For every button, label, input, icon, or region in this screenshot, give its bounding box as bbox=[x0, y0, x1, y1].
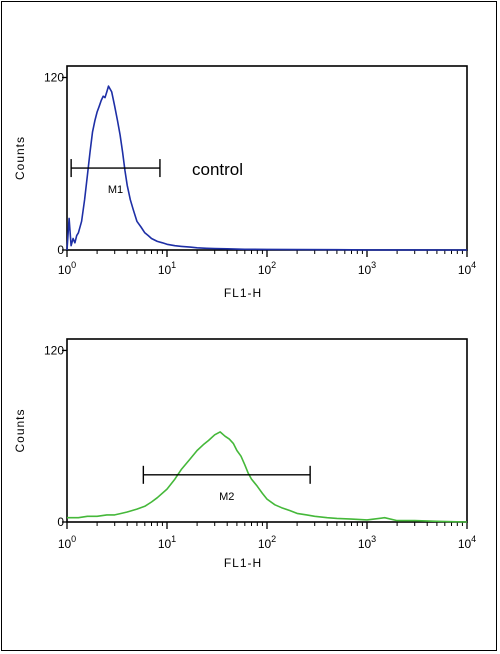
panel-2-x-tick-label: 104 bbox=[458, 534, 476, 551]
panel-2-x-axis-title: FL1-H bbox=[224, 556, 262, 570]
panel-2-x-tick-label: 101 bbox=[158, 534, 176, 551]
panel-2-x-tick-label: 103 bbox=[358, 534, 376, 551]
panel-1-y-axis-title: Counts bbox=[13, 136, 27, 180]
panel-1-x-tick-label: 101 bbox=[158, 260, 176, 277]
panel-2-y-axis-title: Counts bbox=[13, 408, 27, 452]
panel-1-y-tick-label: 0 bbox=[57, 243, 64, 257]
panel-1-x-tick-label: 104 bbox=[458, 260, 476, 277]
panel-1-x-tick-label: 100 bbox=[58, 260, 76, 277]
panel-1-histogram-line bbox=[66, 85, 468, 251]
histogram-panel-1: 100 101 102 103 104 0 120 FL1-H Counts M1 control bbox=[13, 65, 476, 300]
panel-2-x-tick-label: 102 bbox=[258, 534, 276, 551]
panel-2-marker-label: M2 bbox=[219, 491, 234, 503]
panel-2-y-tick-label: 0 bbox=[57, 515, 64, 529]
panel-2-x-tick-label: 100 bbox=[58, 534, 76, 551]
panel-1-marker-label: M1 bbox=[108, 184, 123, 196]
panel-1-annotation: control bbox=[192, 160, 243, 179]
panel-2-plot-frame bbox=[66, 338, 468, 523]
panel-2-y-tick-label: 120 bbox=[44, 343, 64, 357]
panel-1-y-tick-label: 120 bbox=[44, 71, 64, 85]
panel-1-x-tick-label: 103 bbox=[358, 260, 376, 277]
panel-1-x-axis-title: FL1-H bbox=[224, 286, 262, 300]
panel-1-x-tick-label: 102 bbox=[258, 260, 276, 277]
panel-1-plot-frame bbox=[66, 65, 468, 251]
panel-2-histogram-line bbox=[67, 431, 468, 523]
histogram-panel-2: 100 101 102 103 104 0 120 FL1-H Counts M2 bbox=[13, 338, 476, 570]
